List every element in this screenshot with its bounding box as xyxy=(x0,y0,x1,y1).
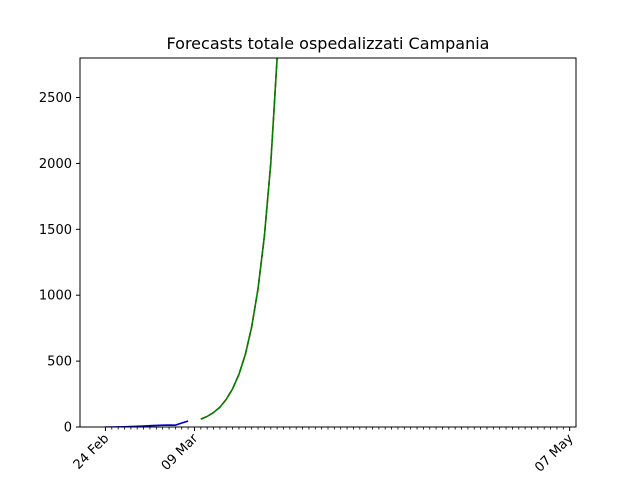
y-tick-label: 500 xyxy=(47,355,72,370)
series-line-3 xyxy=(200,58,278,420)
y-tick-label: 0 xyxy=(64,421,72,436)
y-tick-label: 2500 xyxy=(39,91,72,106)
y-tick-label: 1500 xyxy=(39,223,72,238)
chart-title: Forecasts totale ospedalizzati Campania xyxy=(167,34,490,53)
y-tick-label: 1000 xyxy=(39,289,72,304)
y-tick-label: 2000 xyxy=(39,157,72,172)
plot-frame xyxy=(79,57,577,428)
